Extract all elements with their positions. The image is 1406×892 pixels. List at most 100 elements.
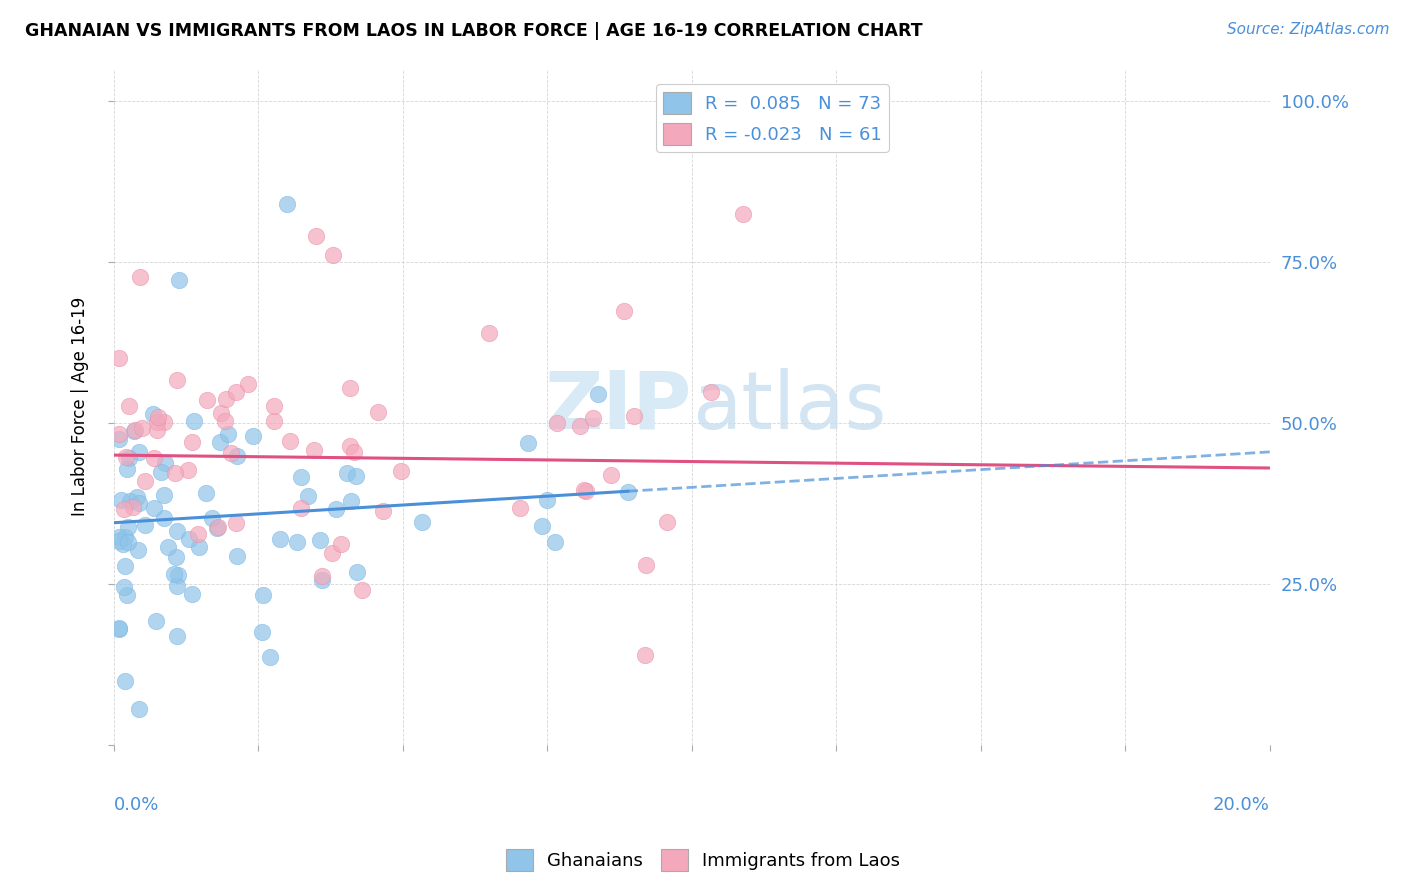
- Point: [128, 496, 150, 510]
- Point: [263, 399, 285, 413]
- Point: [122, 500, 145, 515]
- Point: [142, 450, 165, 465]
- Point: [252, 588, 274, 602]
- Point: [221, 446, 243, 460]
- Point: [586, 386, 609, 401]
- Point: [225, 385, 247, 400]
- Point: [352, 583, 374, 598]
- Point: [623, 409, 645, 424]
- Point: [128, 445, 150, 459]
- Point: [153, 488, 176, 502]
- Point: [574, 483, 596, 498]
- Point: [128, 702, 150, 716]
- Text: Source: ZipAtlas.com: Source: ZipAtlas.com: [1226, 22, 1389, 37]
- Legend: Ghanaians, Immigrants from Laos: Ghanaians, Immigrants from Laos: [498, 842, 908, 879]
- Point: [166, 579, 188, 593]
- Point: [217, 426, 239, 441]
- Point: [181, 435, 204, 450]
- Point: [129, 270, 152, 285]
- Point: [177, 463, 200, 477]
- Point: [214, 414, 236, 428]
- Point: [163, 567, 186, 582]
- Point: [311, 574, 333, 588]
- Point: [205, 521, 228, 535]
- Point: [110, 493, 132, 508]
- Point: [238, 377, 260, 392]
- Point: [634, 648, 657, 662]
- Point: [517, 436, 540, 450]
- Point: [209, 435, 232, 450]
- Point: [546, 416, 568, 430]
- Point: [194, 486, 217, 500]
- Point: [120, 493, 142, 508]
- Point: [344, 468, 367, 483]
- Point: [108, 621, 131, 635]
- Text: 20.0%: 20.0%: [1213, 796, 1270, 814]
- Point: [297, 489, 319, 503]
- Text: atlas: atlas: [692, 368, 886, 446]
- Point: [114, 559, 136, 574]
- Point: [346, 565, 368, 579]
- Point: [134, 518, 156, 533]
- Point: [166, 524, 188, 539]
- Point: [389, 464, 412, 478]
- Point: [112, 502, 135, 516]
- Point: [142, 408, 165, 422]
- Point: [613, 304, 636, 318]
- Point: [115, 462, 138, 476]
- Point: [242, 429, 264, 443]
- Point: [342, 445, 364, 459]
- Point: [148, 409, 170, 424]
- Point: [108, 622, 131, 636]
- Point: [575, 484, 598, 499]
- Point: [329, 537, 352, 551]
- Point: [269, 532, 291, 546]
- Point: [108, 531, 131, 545]
- Point: [321, 546, 343, 560]
- Legend: R =  0.085   N = 73, R = -0.023   N = 61: R = 0.085 N = 73, R = -0.023 N = 61: [657, 85, 889, 152]
- Point: [302, 442, 325, 457]
- Point: [311, 568, 333, 582]
- Point: [166, 628, 188, 642]
- Point: [127, 542, 149, 557]
- Point: [225, 516, 247, 530]
- Point: [263, 414, 285, 428]
- Point: [118, 450, 141, 465]
- Point: [290, 470, 312, 484]
- Point: [112, 580, 135, 594]
- Point: [153, 456, 176, 470]
- Point: [225, 549, 247, 563]
- Point: [308, 533, 330, 548]
- Point: [543, 535, 565, 549]
- Point: [226, 449, 249, 463]
- Point: [290, 500, 312, 515]
- Y-axis label: In Labor Force | Age 16-19: In Labor Force | Age 16-19: [72, 297, 89, 516]
- Point: [509, 501, 531, 516]
- Point: [142, 500, 165, 515]
- Point: [165, 549, 187, 564]
- Point: [280, 434, 302, 448]
- Point: [195, 393, 218, 408]
- Point: [336, 466, 359, 480]
- Point: [167, 567, 190, 582]
- Point: [536, 493, 558, 508]
- Point: [114, 673, 136, 688]
- Point: [167, 273, 190, 287]
- Point: [163, 467, 186, 481]
- Point: [634, 558, 657, 572]
- Point: [478, 326, 501, 340]
- Point: [124, 423, 146, 437]
- Point: [108, 432, 131, 446]
- Point: [250, 625, 273, 640]
- Point: [108, 351, 131, 366]
- Point: [325, 501, 347, 516]
- Point: [285, 535, 308, 549]
- Point: [367, 405, 389, 419]
- Point: [134, 474, 156, 488]
- Point: [115, 450, 138, 464]
- Point: [339, 439, 361, 453]
- Point: [117, 589, 139, 603]
- Point: [731, 207, 754, 221]
- Point: [657, 515, 679, 529]
- Point: [111, 537, 134, 551]
